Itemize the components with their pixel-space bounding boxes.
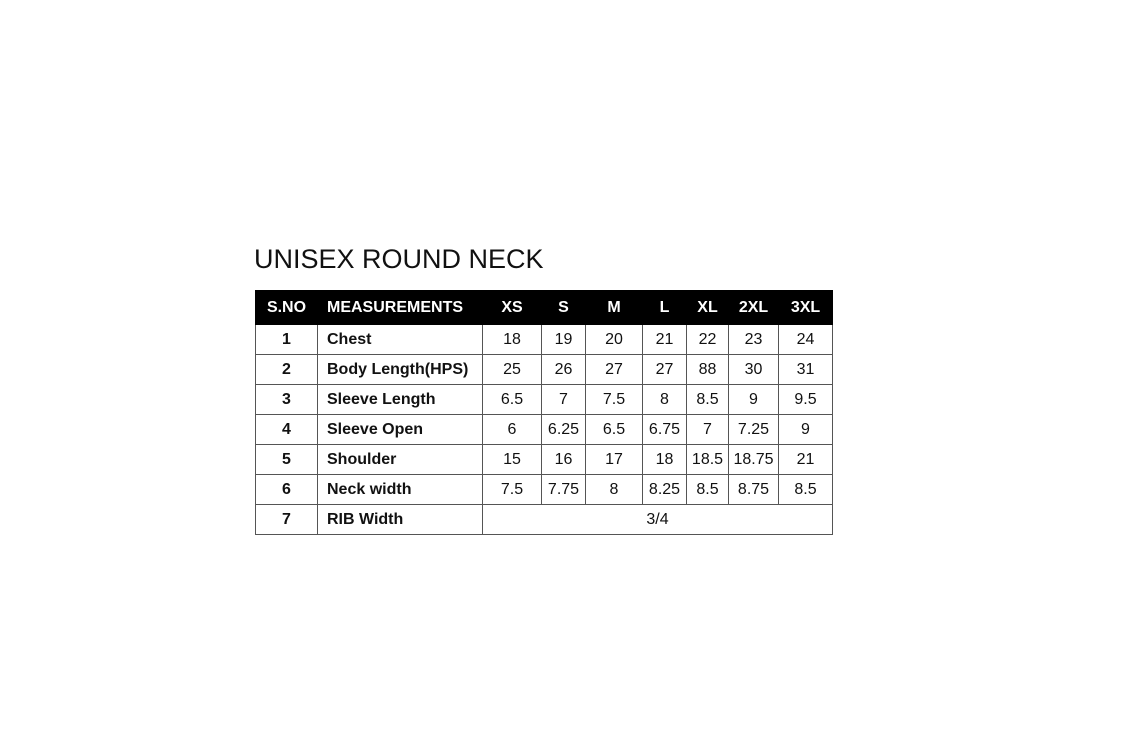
- value-cell: 30: [728, 354, 779, 385]
- value-cell: 17: [585, 444, 643, 475]
- value-cell: 24: [778, 324, 833, 355]
- serial-number-cell: 1: [255, 324, 318, 355]
- value-cell: 18: [642, 444, 687, 475]
- value-cell: 18: [482, 324, 542, 355]
- value-cell: 7.5: [482, 474, 542, 505]
- value-cell: 8.5: [686, 384, 729, 415]
- serial-number-cell: 7: [255, 504, 318, 535]
- measurement-name-cell: Body Length(HPS): [317, 354, 483, 385]
- table-row: 2 Body Length(HPS) 25 26 27 27 88 30 31: [255, 354, 833, 385]
- value-cell: 23: [728, 324, 779, 355]
- table-row: 6 Neck width 7.5 7.75 8 8.25 8.5 8.75 8.5: [255, 474, 833, 505]
- serial-number-cell: 2: [255, 354, 318, 385]
- measurement-name-cell: Chest: [317, 324, 483, 355]
- value-cell: 25: [482, 354, 542, 385]
- table-row: 3 Sleeve Length 6.5 7 7.5 8 8.5 9 9.5: [255, 384, 833, 415]
- value-cell: 8.5: [778, 474, 833, 505]
- measurement-name-cell: Neck width: [317, 474, 483, 505]
- serial-number-cell: 6: [255, 474, 318, 505]
- column-header: 3XL: [778, 290, 833, 325]
- table-row: 5 Shoulder 15 16 17 18 18.5 18.75 21: [255, 444, 833, 475]
- value-cell: 21: [642, 324, 687, 355]
- value-cell: 7: [686, 414, 729, 445]
- value-cell: 26: [541, 354, 586, 385]
- size-chart-table: S.NO MEASUREMENTS XS S M L XL 2XL 3XL 1 Chest 18 19…: [255, 290, 833, 535]
- value-cell: 9: [728, 384, 779, 415]
- column-header: XS: [482, 290, 542, 325]
- value-cell: 7.75: [541, 474, 586, 505]
- column-header: L: [642, 290, 687, 325]
- value-cell: 16: [541, 444, 586, 475]
- table-header-row: S.NO MEASUREMENTS XS S M L XL 2XL 3XL: [255, 290, 833, 325]
- column-header: MEASUREMENTS: [317, 290, 483, 325]
- value-cell: 6.5: [585, 414, 643, 445]
- value-cell: 6.75: [642, 414, 687, 445]
- value-cell: 27: [642, 354, 687, 385]
- value-cell: 6: [482, 414, 542, 445]
- column-header: S.NO: [255, 290, 318, 325]
- value-cell: 18.5: [686, 444, 729, 475]
- value-cell: 8.5: [686, 474, 729, 505]
- value-cell: 7.5: [585, 384, 643, 415]
- measurement-name-cell: Shoulder: [317, 444, 483, 475]
- value-cell: 19: [541, 324, 586, 355]
- value-cell: 7.25: [728, 414, 779, 445]
- value-cell: 21: [778, 444, 833, 475]
- value-cell: 9.5: [778, 384, 833, 415]
- value-cell: 8: [642, 384, 687, 415]
- column-header: 2XL: [728, 290, 779, 325]
- value-cell: 8.25: [642, 474, 687, 505]
- table-row: 1 Chest 18 19 20 21 22 23 24: [255, 324, 833, 355]
- value-cell: 6.5: [482, 384, 542, 415]
- value-cell: 8.75: [728, 474, 779, 505]
- page-title: UNISEX ROUND NECK: [254, 244, 544, 274]
- value-cell: 3/4: [482, 504, 833, 535]
- table-row: 4 Sleeve Open 6 6.25 6.5 6.75 7 7.25 9: [255, 414, 833, 445]
- value-cell: 20: [585, 324, 643, 355]
- value-cell: 22: [686, 324, 729, 355]
- value-cell: 15: [482, 444, 542, 475]
- value-cell: 7: [541, 384, 586, 415]
- column-header: XL: [686, 290, 729, 325]
- serial-number-cell: 4: [255, 414, 318, 445]
- value-cell: 88: [686, 354, 729, 385]
- serial-number-cell: 3: [255, 384, 318, 415]
- value-cell: 27: [585, 354, 643, 385]
- measurement-name-cell: Sleeve Open: [317, 414, 483, 445]
- table-row: 7 RIB Width 3/4: [255, 504, 833, 535]
- measurement-name-cell: RIB Width: [317, 504, 483, 535]
- column-header: S: [541, 290, 586, 325]
- serial-number-cell: 5: [255, 444, 318, 475]
- value-cell: 6.25: [541, 414, 586, 445]
- measurement-name-cell: Sleeve Length: [317, 384, 483, 415]
- value-cell: 18.75: [728, 444, 779, 475]
- column-header: M: [585, 290, 643, 325]
- value-cell: 8: [585, 474, 643, 505]
- value-cell: 31: [778, 354, 833, 385]
- value-cell: 9: [778, 414, 833, 445]
